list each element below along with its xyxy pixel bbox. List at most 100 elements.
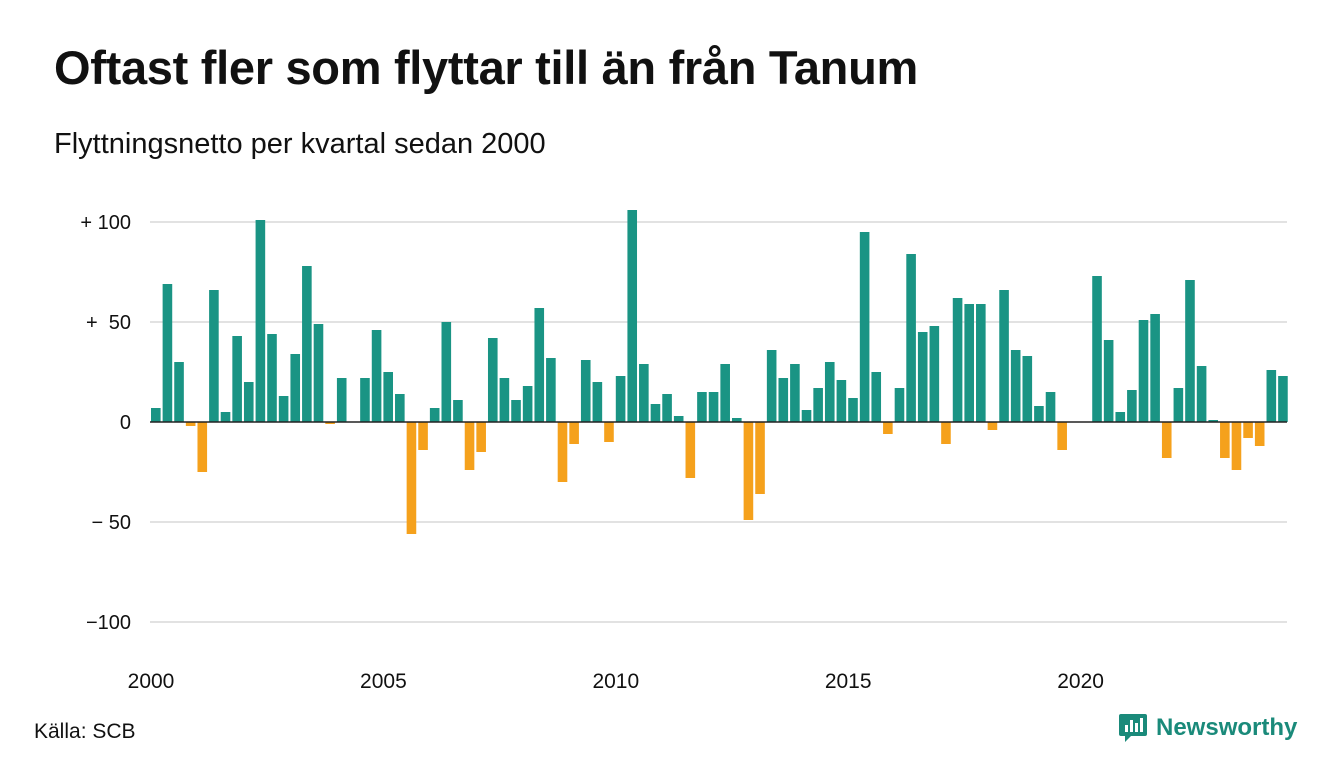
bar	[185, 422, 196, 426]
x-tick-label: 2000	[128, 670, 175, 693]
bar	[836, 380, 847, 422]
bar	[441, 322, 452, 422]
bar	[464, 422, 475, 470]
bar	[267, 334, 277, 422]
bar	[487, 338, 498, 422]
bar	[1092, 276, 1102, 422]
bar	[534, 308, 545, 422]
brand-name: Newsworthy	[1156, 714, 1298, 741]
bar	[336, 378, 347, 422]
bar	[755, 422, 765, 494]
bar	[697, 392, 707, 422]
y-tick-label: −100	[86, 612, 131, 634]
bar	[546, 358, 556, 422]
bar	[708, 392, 719, 422]
bars	[151, 210, 1288, 534]
bar	[278, 396, 289, 422]
bar	[894, 388, 905, 422]
bar	[941, 422, 951, 444]
bar	[1150, 314, 1160, 422]
bar	[976, 304, 986, 422]
bar	[1173, 388, 1184, 422]
bar	[999, 290, 1009, 422]
bar	[511, 400, 521, 422]
bar	[174, 362, 184, 422]
bar	[592, 382, 603, 422]
bar	[395, 394, 405, 422]
bar	[1278, 376, 1288, 422]
bar	[197, 422, 208, 472]
bar	[824, 362, 835, 422]
bar	[615, 376, 626, 422]
bar	[406, 422, 417, 534]
y-tick-label: − 50	[92, 512, 131, 534]
bar	[290, 354, 301, 422]
bar	[1103, 340, 1114, 422]
bar	[522, 386, 533, 422]
bar	[848, 398, 858, 422]
bar	[302, 266, 312, 422]
y-tick-label: 0	[120, 412, 131, 434]
bar	[1231, 422, 1242, 470]
bar	[557, 422, 568, 482]
bar	[232, 336, 242, 422]
bar	[569, 422, 579, 444]
bar	[766, 350, 777, 422]
bar	[778, 378, 789, 422]
brand-logo: Newsworthy	[1118, 712, 1297, 744]
bar	[1138, 320, 1149, 422]
bar	[790, 364, 800, 422]
bar	[871, 372, 882, 422]
bar	[604, 422, 614, 442]
bar	[1208, 420, 1219, 422]
bar	[964, 304, 974, 422]
bar	[883, 422, 893, 434]
bar	[255, 220, 266, 422]
bar	[360, 378, 370, 422]
bar	[476, 422, 486, 452]
bar	[220, 412, 231, 422]
source-note: Källa: SCB	[34, 720, 136, 743]
newsworthy-logo-icon	[1119, 714, 1147, 742]
bar	[429, 408, 440, 422]
bar	[813, 388, 823, 422]
bar	[1196, 366, 1207, 422]
bar	[720, 364, 730, 422]
bar	[639, 364, 649, 422]
bar	[1254, 422, 1265, 446]
bar	[371, 330, 382, 422]
bar	[1034, 406, 1044, 422]
bar	[162, 284, 173, 422]
x-tick-label: 2015	[825, 670, 872, 693]
bar	[662, 394, 672, 422]
bar	[243, 382, 254, 422]
bar	[1022, 356, 1033, 422]
bar	[952, 298, 963, 422]
bar	[743, 422, 754, 520]
bar	[453, 400, 463, 422]
bar	[732, 418, 742, 422]
bar	[151, 408, 161, 422]
bar	[1010, 350, 1021, 422]
bar	[917, 332, 928, 422]
bar	[1045, 392, 1056, 422]
bar	[1185, 280, 1195, 422]
bar	[1243, 422, 1253, 438]
y-tick-label: + 50	[86, 312, 131, 334]
bar	[1266, 370, 1277, 422]
x-tick-label: 2005	[360, 670, 407, 693]
bar	[627, 210, 638, 422]
bar	[859, 232, 870, 422]
bar	[906, 254, 916, 422]
bar	[418, 422, 428, 450]
bar	[1127, 390, 1137, 422]
bar	[209, 290, 219, 422]
chart-title: Oftast fler som flyttar till än från Tan…	[54, 41, 918, 94]
bar	[929, 326, 940, 422]
bar	[383, 372, 393, 422]
bar	[1161, 422, 1172, 458]
y-tick-label: + 100	[80, 212, 131, 234]
bar	[1057, 422, 1067, 450]
bar	[325, 422, 335, 424]
